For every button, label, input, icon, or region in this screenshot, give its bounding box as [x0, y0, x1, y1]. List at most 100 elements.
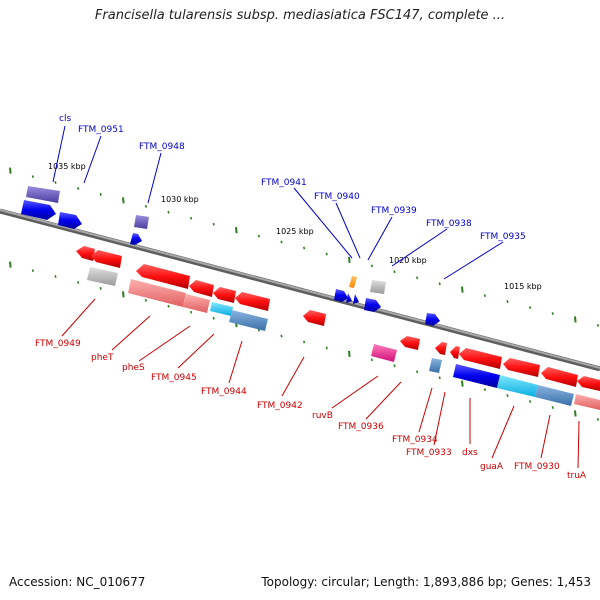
- gene-label-ftm-0930: FTM_0930: [514, 462, 560, 472]
- tick-mark: [77, 187, 80, 190]
- tick-mark: [54, 275, 57, 278]
- tick-mark: [144, 204, 147, 208]
- tick-mark: [9, 167, 12, 174]
- tick-mark: [325, 346, 328, 350]
- gene-label-ftm-0933: FTM_0933: [406, 448, 452, 458]
- scale-tick-label: 1015 kbp: [504, 282, 542, 291]
- forward-callouts: [52, 125, 504, 280]
- tick-mark: [574, 316, 577, 323]
- gene-guaa: [503, 358, 540, 377]
- gene-ftm-0949: [76, 246, 95, 261]
- tick-mark: [348, 256, 351, 264]
- tick-mark: [144, 298, 147, 302]
- tick-mark: [483, 388, 486, 392]
- scale-tick-label: 1035 kbp: [48, 162, 86, 171]
- tick-mark: [280, 240, 283, 244]
- tick-mark: [280, 334, 283, 338]
- gene-label-ftm-0945: FTM_0945: [151, 373, 197, 383]
- tick-mark: [212, 316, 215, 320]
- tick-mark: [77, 281, 80, 284]
- tick-mark: [122, 197, 125, 204]
- tick-mark: [416, 370, 419, 374]
- gene-ftm-0934: [435, 342, 447, 355]
- gene-guaa-alt: [497, 375, 538, 397]
- genome-summary-text: Topology: circular; Length: 1,893,886 bp…: [261, 575, 591, 589]
- tick-mark: [370, 358, 373, 362]
- tick-mark: [122, 291, 125, 298]
- gene-ftm-0940b: [346, 293, 352, 303]
- tick-mark: [370, 264, 373, 268]
- gene-label-ftm-0949: FTM_0949: [35, 339, 81, 349]
- gene-phet: [136, 264, 190, 289]
- tick-mark: [529, 400, 532, 403]
- gene-ftm-0930: [541, 367, 578, 387]
- gene-ftm-0945: [213, 287, 236, 303]
- gene-ftm-0934-alt: [429, 358, 442, 373]
- tick-mark: [325, 252, 328, 256]
- tick-mark: [9, 261, 12, 268]
- backbone-line: [0, 208, 600, 372]
- gene-dxs-alt: [453, 364, 500, 388]
- gene-ftm-0941: [349, 276, 357, 288]
- gene-trua: [577, 376, 600, 391]
- tick-mark: [393, 364, 396, 368]
- gene-label-ftm-0944: FTM_0944: [201, 387, 247, 397]
- gene-ftm-0944-alt: [229, 310, 268, 331]
- gene-dxs: [459, 348, 502, 369]
- reverse-labels: FTM_0949 pheT pheS FTM_0945 FTM_0944 FTM…: [35, 339, 587, 481]
- gene-label-ftm-0941: FTM_0941: [261, 178, 307, 188]
- gene-ftm-0949b: [91, 250, 122, 268]
- gene-ftm-0944: [235, 292, 270, 311]
- gene-ftm-0936: [400, 336, 420, 350]
- gene-label-ftm-0942: FTM_0942: [257, 401, 303, 411]
- gene-ftm-0947: [130, 233, 142, 245]
- accession-text: Accession: NC_010677: [9, 575, 146, 589]
- gene-label-ftm-0934: FTM_0934: [392, 435, 438, 445]
- gene-phes-alt: [183, 294, 210, 313]
- map-title: Francisella tularensis subsp. mediasiati…: [94, 8, 506, 23]
- tick-mark: [99, 287, 102, 290]
- gene-label-ruvb: ruvB: [312, 411, 333, 421]
- scale-ticks: 1035 kbp 1030 kbp 1025 kbp 1020 kbp 1015…: [48, 162, 542, 291]
- gene-ftm-0942: [303, 310, 326, 326]
- forward-labels: cls FTM_0951 FTM_0948 FTM_0941 FTM_0940 …: [59, 114, 526, 242]
- gene-label-guaa: guaA: [480, 462, 504, 472]
- gene-ftm-0933: [450, 346, 460, 359]
- scale-tick-label: 1020 kbp: [389, 256, 427, 265]
- gene-label-dxs: dxs: [462, 448, 478, 458]
- tick-mark: [190, 216, 193, 220]
- tick-mark: [257, 234, 260, 238]
- tick-mark: [529, 306, 532, 309]
- reverse-callouts: [61, 298, 580, 469]
- tick-mark: [31, 175, 34, 178]
- tick-mark: [596, 417, 599, 421]
- tick-mark: [348, 350, 351, 358]
- gene-cls: [26, 186, 60, 203]
- gene-phet-alt: [128, 279, 186, 307]
- gene-label-phet: pheT: [91, 353, 114, 363]
- tick-mark: [167, 210, 170, 214]
- forward-genes: [21, 186, 440, 326]
- gene-label-ftm-0938: FTM_0938: [426, 219, 472, 229]
- tick-mark: [99, 193, 102, 196]
- tick-mark: [596, 323, 599, 327]
- gene-trua-alt: [574, 394, 600, 410]
- gene-ftm-0938: [370, 280, 386, 294]
- tick-row-inner: [9, 261, 599, 421]
- tick-mark: [506, 394, 509, 397]
- gene-ftm-0939: [353, 294, 359, 304]
- tick-mark: [54, 181, 57, 184]
- tick-mark: [303, 246, 306, 250]
- gene-ftm-0937: [364, 298, 381, 312]
- tick-mark: [461, 286, 464, 293]
- scale-tick-label: 1025 kbp: [276, 227, 314, 236]
- tick-mark: [551, 406, 554, 409]
- tick-row-outer: [9, 167, 599, 327]
- gene-ftm-0945-alt: [210, 302, 233, 316]
- tick-mark: [461, 380, 464, 387]
- tick-mark: [506, 300, 509, 303]
- tick-mark: [416, 276, 419, 280]
- tick-mark: [393, 270, 396, 274]
- tick-mark: [212, 222, 215, 226]
